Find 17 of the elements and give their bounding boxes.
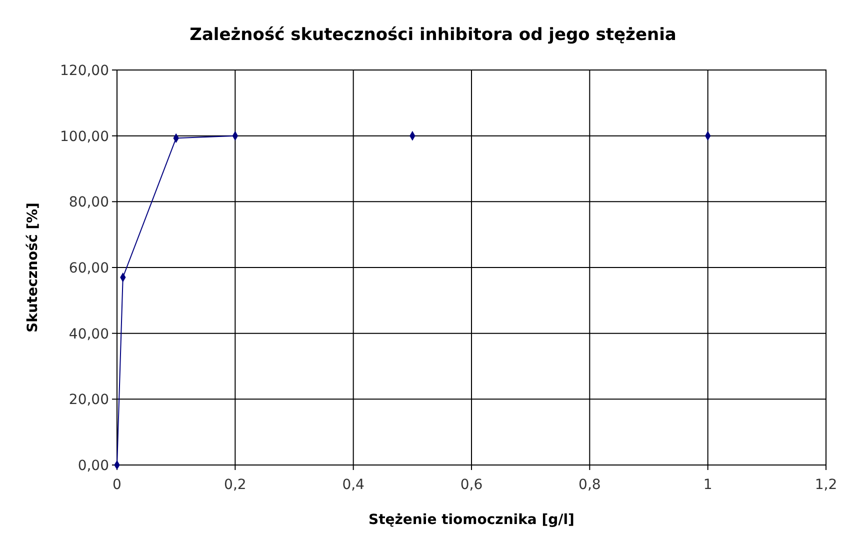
y-tick-label: 60,00 [68, 260, 109, 276]
x-tick-label: 0,2 [224, 477, 246, 493]
x-tick-label: 1 [703, 477, 712, 493]
x-tick-label: 0,4 [342, 477, 365, 493]
y-tick-label: 0,00 [78, 458, 109, 474]
x-axis-title: Stężenie tiomocznika [g/l] [368, 512, 574, 528]
y-tick-label: 40,00 [68, 326, 109, 342]
y-axis-title: Skuteczność [%] [25, 202, 41, 332]
x-tick-label: 0,8 [578, 477, 601, 493]
y-tick-label: 80,00 [68, 194, 109, 211]
x-tick-label: 0 [112, 477, 122, 493]
y-tick-label: 120,00 [60, 63, 109, 79]
chart-title: Zależność skuteczności inhibitora od jego stężenia [190, 25, 676, 45]
y-tick-label: 20,00 [68, 392, 109, 408]
x-tick-label: 0,6 [460, 477, 483, 493]
x-tick-label: 1,2 [814, 477, 838, 493]
y-tick-label: 100,00 [60, 128, 109, 145]
